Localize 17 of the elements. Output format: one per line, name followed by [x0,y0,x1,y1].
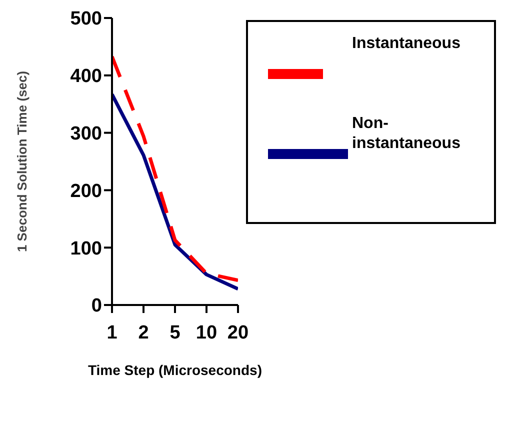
y-tick-label: 300 [70,124,102,145]
y-tick-label: 500 [70,8,102,30]
x-tick-label: 2 [138,322,149,344]
y-tick-label: 400 [70,66,102,88]
x-axis-title: Time Step (Microseconds) [88,362,262,378]
text: Instantaneous [352,34,462,54]
text: Non-instantaneous [352,114,462,154]
line-series [112,54,238,282]
y-tick-label: 200 [70,180,102,202]
x-tick-label: 20 [227,322,249,344]
x-tick-label: 5 [170,322,181,344]
y-tick-label: 100 [70,238,102,260]
y-axis-title: 1 Second Solution Time (sec) [14,70,30,252]
x-tick-label: 10 [196,322,218,344]
line-series [112,92,238,291]
y-tick-label: 0 [91,296,102,317]
x-tick-label: 1 [106,322,118,344]
